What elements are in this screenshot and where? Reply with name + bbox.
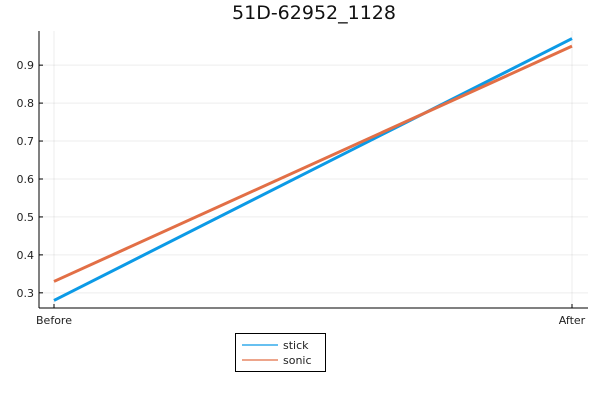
x-tick-label: Before (36, 314, 72, 327)
legend-label-sonic: sonic (283, 354, 312, 367)
chart-title: 51D-62952_1128 (232, 2, 396, 24)
series-line-sonic (53, 44, 573, 283)
y-tick-label: 0.7 (17, 135, 35, 148)
axes: 0.3 0.4 0.5 0.6 0.7 0.8 0.9 Before After (17, 31, 588, 327)
legend-box (235, 333, 326, 372)
y-tick-label: 0.6 (17, 173, 35, 186)
y-tick-label: 0.8 (17, 97, 35, 110)
y-tick-label: 0.9 (17, 59, 35, 72)
legend: stick sonic (235, 333, 326, 372)
y-tick-label: 0.3 (17, 287, 35, 300)
y-tick-label: 0.5 (17, 211, 35, 224)
y-tick-label: 0.4 (17, 249, 35, 262)
series-lines (53, 37, 573, 302)
grid-lines (39, 31, 588, 308)
legend-label-stick: stick (283, 339, 309, 352)
x-tick-label: After (559, 314, 586, 327)
series-line-stick (53, 37, 573, 302)
